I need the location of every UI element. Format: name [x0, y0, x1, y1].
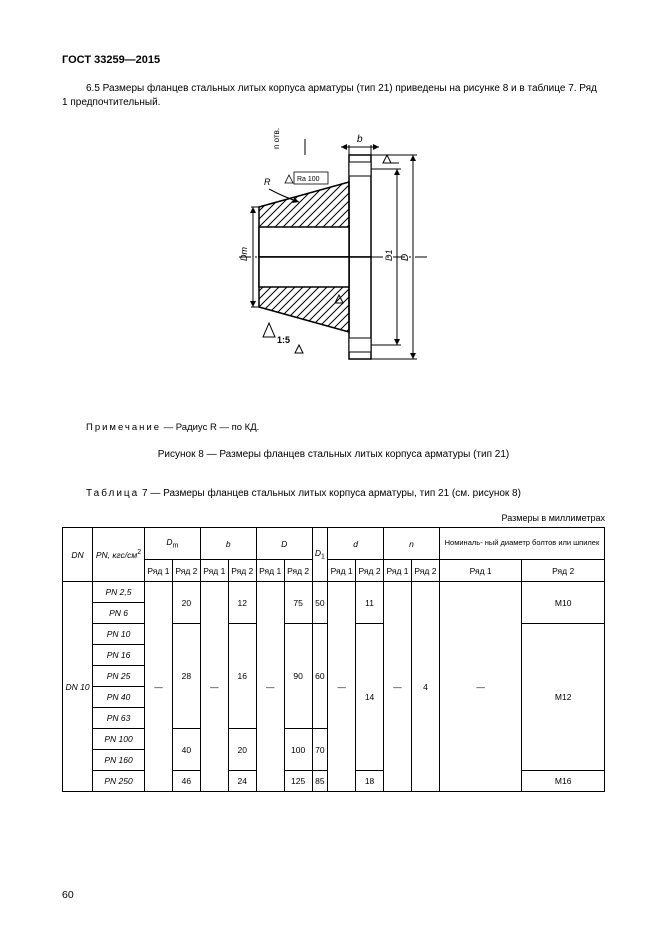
th-dn: DN — [63, 528, 93, 582]
cell-pn: PN 63 — [93, 708, 145, 729]
cell: 60 — [312, 624, 328, 729]
cell: — — [328, 582, 356, 792]
cell: — — [439, 582, 521, 792]
cell: 85 — [312, 771, 328, 792]
th-r1: Ряд 1 — [256, 560, 284, 582]
svg-text:D1: D1 — [384, 249, 394, 261]
cell-pn: PN 25 — [93, 666, 145, 687]
th-r1: Ряд 1 — [328, 560, 356, 582]
th-d: d — [328, 528, 384, 560]
th-D: D — [256, 528, 312, 560]
th-pn: PN, кгс/см2 — [93, 528, 145, 582]
th-r2: Ряд 2 — [522, 560, 605, 582]
doc-header: ГОСТ 33259—2015 — [62, 54, 605, 66]
th-dm: Dm — [144, 528, 200, 560]
note: Примечание — Радиус R — по КД. — [62, 422, 605, 433]
th-r2: Ряд 2 — [284, 560, 312, 582]
th-r1: Ряд 1 — [144, 560, 172, 582]
cell: 14 — [356, 624, 384, 771]
table-row: DN 10 PN 2,5 — 20 — 12 — 75 50 — 11 — 4 … — [63, 582, 605, 603]
svg-text:R: R — [264, 177, 271, 187]
cell-pn: PN 160 — [93, 750, 145, 771]
svg-text:Ra 100: Ra 100 — [297, 176, 320, 183]
table-label: Таблица — [86, 488, 139, 499]
cell: 50 — [312, 582, 328, 624]
cell: 40 — [172, 729, 200, 771]
cell: 90 — [284, 624, 312, 729]
cell: 4 — [411, 582, 439, 792]
svg-text:b: b — [357, 134, 363, 145]
figure-caption: Рисунок 8 — Размеры фланцев стальных лит… — [62, 449, 605, 460]
cell: 75 — [284, 582, 312, 624]
th-r2: Ряд 2 — [356, 560, 384, 582]
cell: 18 — [356, 771, 384, 792]
cell: — — [256, 582, 284, 792]
cell-pn: PN 16 — [93, 645, 145, 666]
th-nom: Номиналь- ный диаметр болтов или шпилек — [439, 528, 604, 560]
cell-pn: PN 100 — [93, 729, 145, 750]
figure-8-diagram: b n отв. d R Ra 100 Dm — [62, 127, 605, 392]
svg-text:Dm: Dm — [239, 247, 249, 261]
th-r2: Ряд 2 — [172, 560, 200, 582]
units: Размеры в миллиметрах — [62, 513, 605, 523]
cell-pn: PN 250 — [93, 771, 145, 792]
cell: 100 — [284, 729, 312, 771]
th-r1: Ряд 1 — [384, 560, 412, 582]
th-n: n — [384, 528, 440, 560]
cell: 11 — [356, 582, 384, 624]
dimensions-table: DN PN, кгс/см2 Dm b D D1 d n Номиналь- н… — [62, 527, 605, 792]
intro-paragraph: 6.5 Размеры фланцев стальных литых корпу… — [62, 82, 605, 109]
th-r2: Ряд 2 — [228, 560, 256, 582]
cell: 46 — [172, 771, 200, 792]
cell: 20 — [172, 582, 200, 624]
cell-pn: PN 2,5 — [93, 582, 145, 603]
cell: 16 — [228, 624, 256, 729]
th-r1: Ряд 1 — [200, 560, 228, 582]
table-text: 7 — Размеры фланцев стальных литых корпу… — [139, 488, 521, 499]
svg-text:1:5: 1:5 — [277, 335, 290, 345]
cell: 70 — [312, 729, 328, 771]
cell: 20 — [228, 729, 256, 771]
table-title: Таблица 7 — Размеры фланцев стальных лит… — [62, 488, 605, 499]
cell-pn: PN 10 — [93, 624, 145, 645]
svg-text:D: D — [400, 254, 411, 261]
flange-diagram-svg: b n отв. d R Ra 100 Dm — [199, 127, 469, 387]
cell: M12 — [522, 624, 605, 771]
cell: M16 — [522, 771, 605, 792]
page-number: 60 — [62, 889, 74, 901]
cell: 12 — [228, 582, 256, 624]
cell: — — [384, 582, 412, 792]
cell: — — [200, 582, 228, 792]
cell-dn: DN 10 — [63, 582, 93, 792]
note-label: Примечание — [86, 422, 161, 433]
cell: 24 — [228, 771, 256, 792]
note-text: — Радиус R — по КД. — [161, 422, 259, 433]
cell-pn: PN 6 — [93, 603, 145, 624]
cell: 125 — [284, 771, 312, 792]
svg-text:n отв. d: n отв. d — [272, 127, 281, 149]
th-b: b — [200, 528, 256, 560]
th-r1: Ряд 1 — [439, 560, 521, 582]
cell: — — [144, 582, 172, 792]
th-D1: D1 — [312, 528, 328, 582]
th-r2: Ряд 2 — [411, 560, 439, 582]
cell: M10 — [522, 582, 605, 624]
cell-pn: PN 40 — [93, 687, 145, 708]
cell: 28 — [172, 624, 200, 729]
